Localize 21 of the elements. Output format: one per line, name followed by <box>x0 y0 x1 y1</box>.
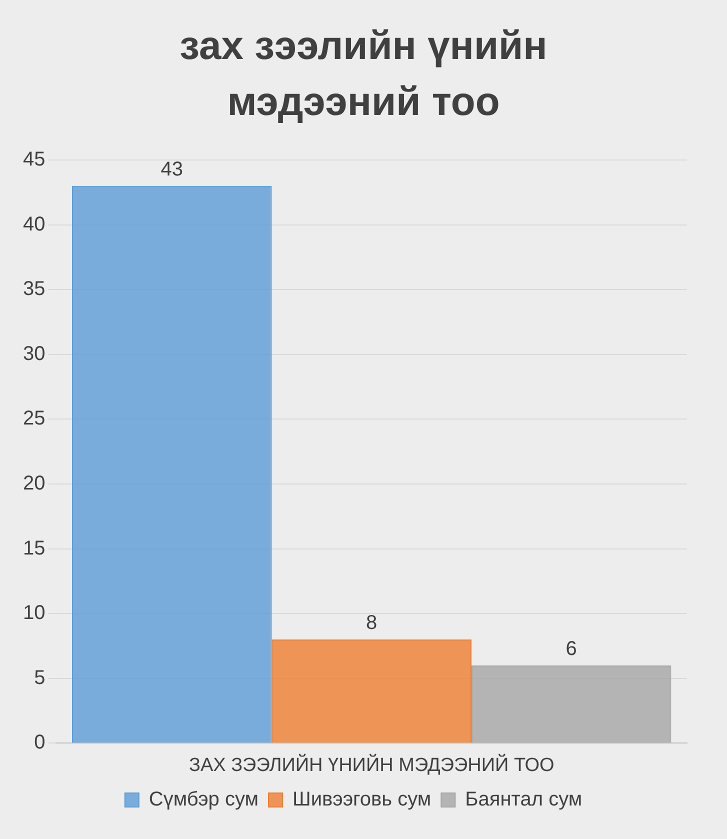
bar <box>471 665 672 743</box>
y-tick-label: 40 <box>22 213 46 236</box>
y-tick-label: 15 <box>22 537 46 560</box>
legend-label: Шивээговь сум <box>292 788 432 811</box>
legend-label: Баянтал сум <box>465 788 582 811</box>
y-tick-label: 35 <box>22 278 46 300</box>
y-tick-label: 20 <box>22 472 46 495</box>
y-tick-label: 30 <box>22 342 46 365</box>
chart-title: зах зээлийн үнийн мэдээний тоо <box>178 23 548 126</box>
data-label: 8 <box>366 612 378 634</box>
bar <box>73 186 271 743</box>
y-tick-label: 0 <box>34 732 46 754</box>
bar <box>272 640 472 743</box>
y-tick-label: 25 <box>22 408 46 430</box>
y-tick-label: 10 <box>22 602 46 624</box>
y-tick-label: 5 <box>34 666 46 689</box>
data-label: 43 <box>160 158 184 180</box>
legend-label: Сүмбэр сум <box>148 788 259 811</box>
data-label: 6 <box>566 638 577 660</box>
y-tick-label: 45 <box>22 148 46 171</box>
x-tick-label: ЗАХ ЗЭЭЛИЙН ҮНИЙН МЭДЭЭНИЙ ТОО <box>188 752 554 776</box>
